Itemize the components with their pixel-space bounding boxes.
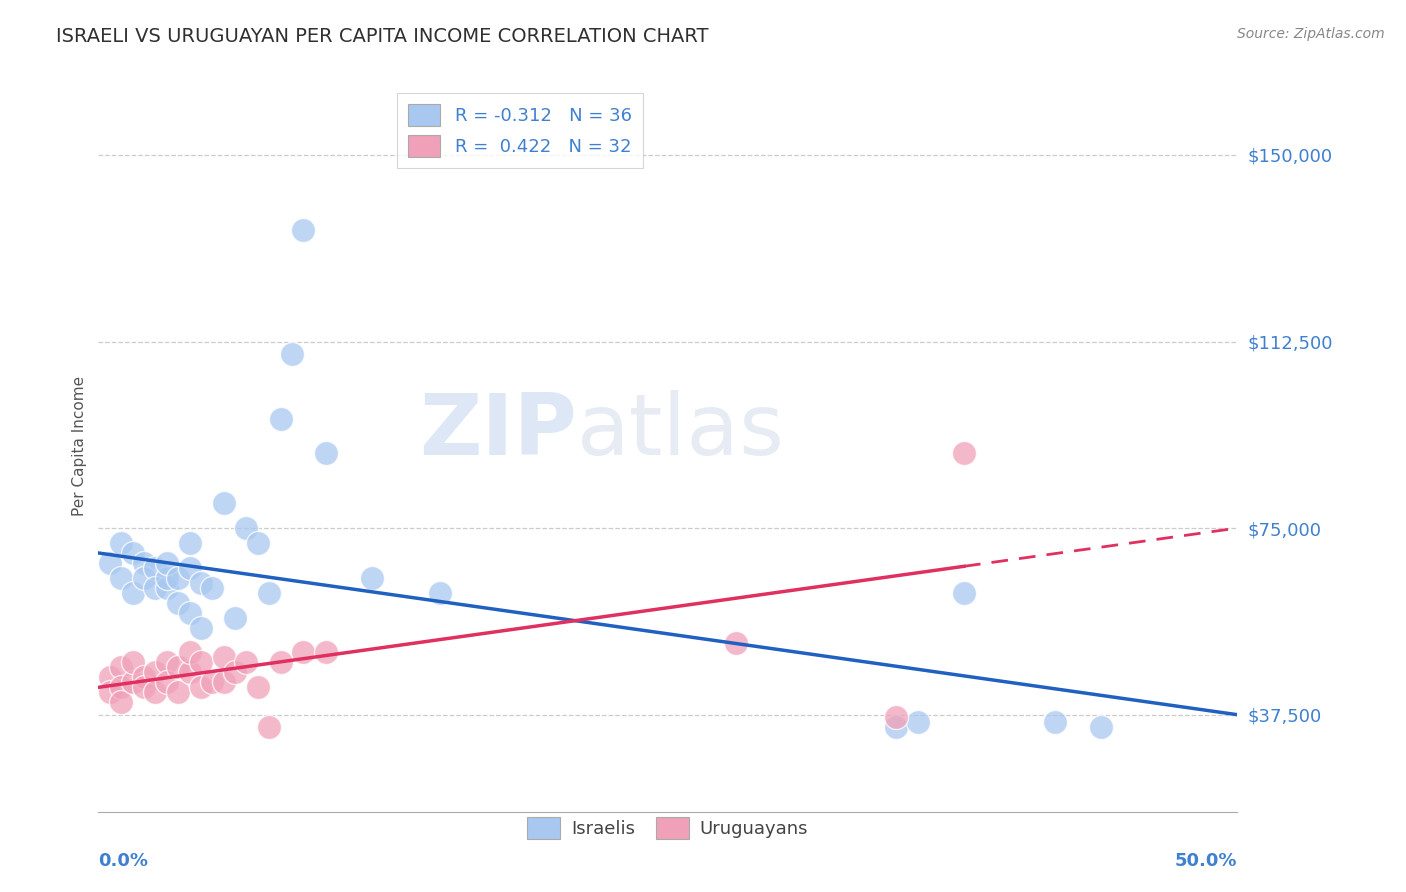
Point xyxy=(121,675,143,690)
Point xyxy=(235,656,257,670)
Point xyxy=(884,710,907,724)
Point xyxy=(224,665,246,680)
Point xyxy=(179,665,201,680)
Point xyxy=(259,720,281,734)
Point xyxy=(156,581,179,595)
Point xyxy=(110,695,132,709)
Point xyxy=(884,720,907,734)
Point xyxy=(360,571,382,585)
Point xyxy=(292,222,315,236)
Point xyxy=(1043,715,1066,730)
Point xyxy=(1090,720,1112,734)
Point xyxy=(156,556,179,570)
Point xyxy=(235,521,257,535)
Point xyxy=(190,575,212,590)
Point xyxy=(110,571,132,585)
Point xyxy=(145,581,167,595)
Point xyxy=(190,681,212,695)
Point xyxy=(98,556,121,570)
Point xyxy=(212,496,235,510)
Point xyxy=(270,411,292,425)
Y-axis label: Per Capita Income: Per Capita Income xyxy=(72,376,87,516)
Point xyxy=(167,685,190,699)
Point xyxy=(121,656,143,670)
Point xyxy=(145,561,167,575)
Point xyxy=(145,665,167,680)
Point xyxy=(281,347,304,361)
Point xyxy=(315,645,337,659)
Point xyxy=(179,606,201,620)
Legend: Israelis, Uruguayans: Israelis, Uruguayans xyxy=(520,810,815,847)
Text: ISRAELI VS URUGUAYAN PER CAPITA INCOME CORRELATION CHART: ISRAELI VS URUGUAYAN PER CAPITA INCOME C… xyxy=(56,27,709,45)
Point xyxy=(953,446,976,460)
Point xyxy=(179,645,201,659)
Point xyxy=(201,675,224,690)
Point xyxy=(132,571,155,585)
Point xyxy=(132,556,155,570)
Point xyxy=(156,656,179,670)
Point xyxy=(167,596,190,610)
Point xyxy=(953,586,976,600)
Point xyxy=(429,586,451,600)
Point xyxy=(212,650,235,665)
Point xyxy=(110,536,132,550)
Point xyxy=(259,586,281,600)
Point xyxy=(121,586,143,600)
Point xyxy=(190,656,212,670)
Point xyxy=(167,660,190,674)
Point xyxy=(98,670,121,684)
Point xyxy=(246,536,269,550)
Point xyxy=(121,546,143,560)
Point xyxy=(212,675,235,690)
Point xyxy=(132,681,155,695)
Point xyxy=(292,645,315,659)
Text: 50.0%: 50.0% xyxy=(1175,852,1237,870)
Point xyxy=(270,656,292,670)
Point xyxy=(145,685,167,699)
Text: Source: ZipAtlas.com: Source: ZipAtlas.com xyxy=(1237,27,1385,41)
Point xyxy=(167,571,190,585)
Text: 0.0%: 0.0% xyxy=(98,852,149,870)
Point xyxy=(907,715,929,730)
Point xyxy=(315,446,337,460)
Point xyxy=(246,681,269,695)
Point xyxy=(179,561,201,575)
Point xyxy=(179,536,201,550)
Point xyxy=(132,670,155,684)
Text: ZIP: ZIP xyxy=(419,390,576,473)
Point xyxy=(110,681,132,695)
Point xyxy=(156,675,179,690)
Point xyxy=(190,621,212,635)
Point xyxy=(156,571,179,585)
Point xyxy=(201,581,224,595)
Point xyxy=(110,660,132,674)
Point xyxy=(98,685,121,699)
Text: atlas: atlas xyxy=(576,390,785,473)
Point xyxy=(224,610,246,624)
Point xyxy=(725,635,748,649)
